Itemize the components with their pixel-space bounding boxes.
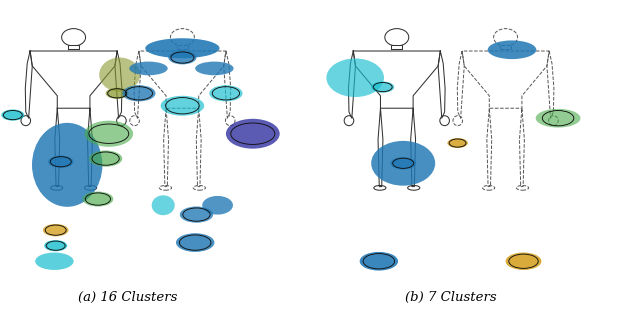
Ellipse shape [51, 185, 63, 190]
Ellipse shape [493, 29, 518, 46]
Ellipse shape [344, 116, 354, 126]
Ellipse shape [209, 85, 243, 101]
Ellipse shape [122, 85, 156, 101]
Ellipse shape [326, 58, 384, 97]
Ellipse shape [360, 252, 398, 271]
Polygon shape [411, 108, 415, 187]
Ellipse shape [506, 253, 541, 270]
Ellipse shape [83, 192, 113, 207]
Polygon shape [378, 108, 383, 187]
Polygon shape [88, 108, 92, 187]
Ellipse shape [48, 156, 74, 168]
Ellipse shape [226, 119, 280, 149]
Ellipse shape [483, 185, 495, 190]
Polygon shape [139, 51, 226, 108]
Ellipse shape [548, 116, 558, 126]
Ellipse shape [453, 116, 463, 126]
Polygon shape [68, 45, 79, 49]
Ellipse shape [180, 207, 213, 223]
Ellipse shape [176, 233, 214, 252]
Polygon shape [458, 51, 464, 118]
Ellipse shape [130, 116, 140, 126]
Ellipse shape [390, 157, 416, 169]
Ellipse shape [371, 141, 435, 186]
Polygon shape [115, 51, 122, 118]
Polygon shape [487, 108, 492, 187]
Polygon shape [391, 45, 403, 49]
Text: (a) 16 Clusters: (a) 16 Clusters [78, 290, 178, 304]
Ellipse shape [193, 185, 205, 190]
Ellipse shape [116, 116, 126, 126]
Ellipse shape [152, 195, 175, 215]
Polygon shape [30, 51, 117, 108]
Ellipse shape [129, 62, 168, 75]
Polygon shape [438, 51, 445, 118]
Ellipse shape [447, 138, 468, 148]
Polygon shape [134, 51, 141, 118]
Ellipse shape [145, 38, 220, 58]
Ellipse shape [32, 123, 102, 207]
Polygon shape [349, 51, 355, 118]
Ellipse shape [385, 29, 409, 46]
Ellipse shape [84, 185, 97, 190]
Polygon shape [462, 51, 549, 108]
Polygon shape [196, 108, 201, 187]
Ellipse shape [161, 96, 204, 116]
Ellipse shape [106, 88, 129, 99]
Polygon shape [55, 108, 60, 187]
Ellipse shape [1, 109, 24, 121]
Ellipse shape [374, 185, 386, 190]
Ellipse shape [516, 185, 529, 190]
Ellipse shape [440, 116, 449, 126]
Ellipse shape [89, 151, 122, 167]
Polygon shape [164, 108, 168, 187]
Ellipse shape [170, 29, 195, 46]
Ellipse shape [536, 109, 580, 128]
Polygon shape [547, 51, 554, 118]
Text: (b) 7 Clusters: (b) 7 Clusters [405, 290, 497, 304]
Ellipse shape [195, 62, 234, 75]
Ellipse shape [99, 58, 140, 92]
Ellipse shape [21, 116, 31, 126]
Ellipse shape [488, 40, 536, 59]
Polygon shape [353, 51, 440, 108]
Ellipse shape [159, 185, 172, 190]
Ellipse shape [43, 224, 68, 236]
Polygon shape [520, 108, 524, 187]
Polygon shape [177, 45, 188, 49]
Ellipse shape [44, 240, 67, 251]
Ellipse shape [371, 81, 394, 93]
Ellipse shape [225, 116, 235, 126]
Ellipse shape [168, 51, 196, 64]
Ellipse shape [202, 196, 233, 215]
Polygon shape [26, 51, 32, 118]
Ellipse shape [408, 185, 420, 190]
Ellipse shape [84, 121, 133, 147]
Polygon shape [500, 45, 511, 49]
Ellipse shape [61, 29, 86, 46]
Polygon shape [224, 51, 230, 118]
Ellipse shape [35, 253, 74, 270]
